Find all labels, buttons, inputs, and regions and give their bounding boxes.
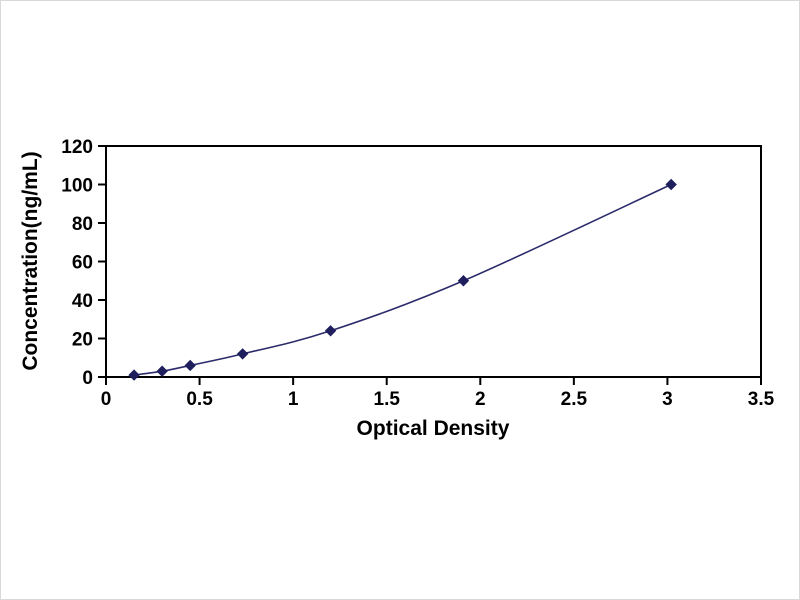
y-tick-label: 60: [72, 253, 93, 274]
y-tick-label: 0: [82, 368, 93, 389]
y-tick-label: 40: [72, 291, 93, 312]
x-tick-label: 1.5: [374, 389, 401, 410]
y-tick-label: 120: [61, 137, 93, 158]
data-point-marker: [665, 178, 677, 191]
plot-frame: [105, 145, 762, 378]
data-point-marker: [236, 348, 249, 360]
x-tick-label: 3.5: [748, 389, 775, 410]
x-tick-label: 2.5: [561, 389, 588, 410]
y-axis-title: Concentration(ng/mL): [19, 151, 42, 371]
y-tick-label: 100: [61, 176, 93, 197]
curve-line: [133, 183, 672, 376]
y-tick-label: 20: [72, 330, 93, 351]
x-axis-title: Optical Density: [356, 417, 510, 440]
data-point-marker: [156, 365, 168, 377]
x-tick-label: 2: [475, 389, 486, 410]
x-tick-label: 0: [101, 389, 112, 410]
data-point-marker: [457, 275, 470, 287]
data-point-marker: [128, 369, 140, 381]
data-point-marker: [184, 359, 196, 372]
data-point-marker: [324, 325, 337, 337]
y-tick-label: 80: [72, 214, 93, 235]
x-tick-label: 1: [288, 389, 299, 410]
x-tick-label: 3: [662, 389, 673, 410]
x-tick-label: 0.5: [186, 389, 213, 410]
